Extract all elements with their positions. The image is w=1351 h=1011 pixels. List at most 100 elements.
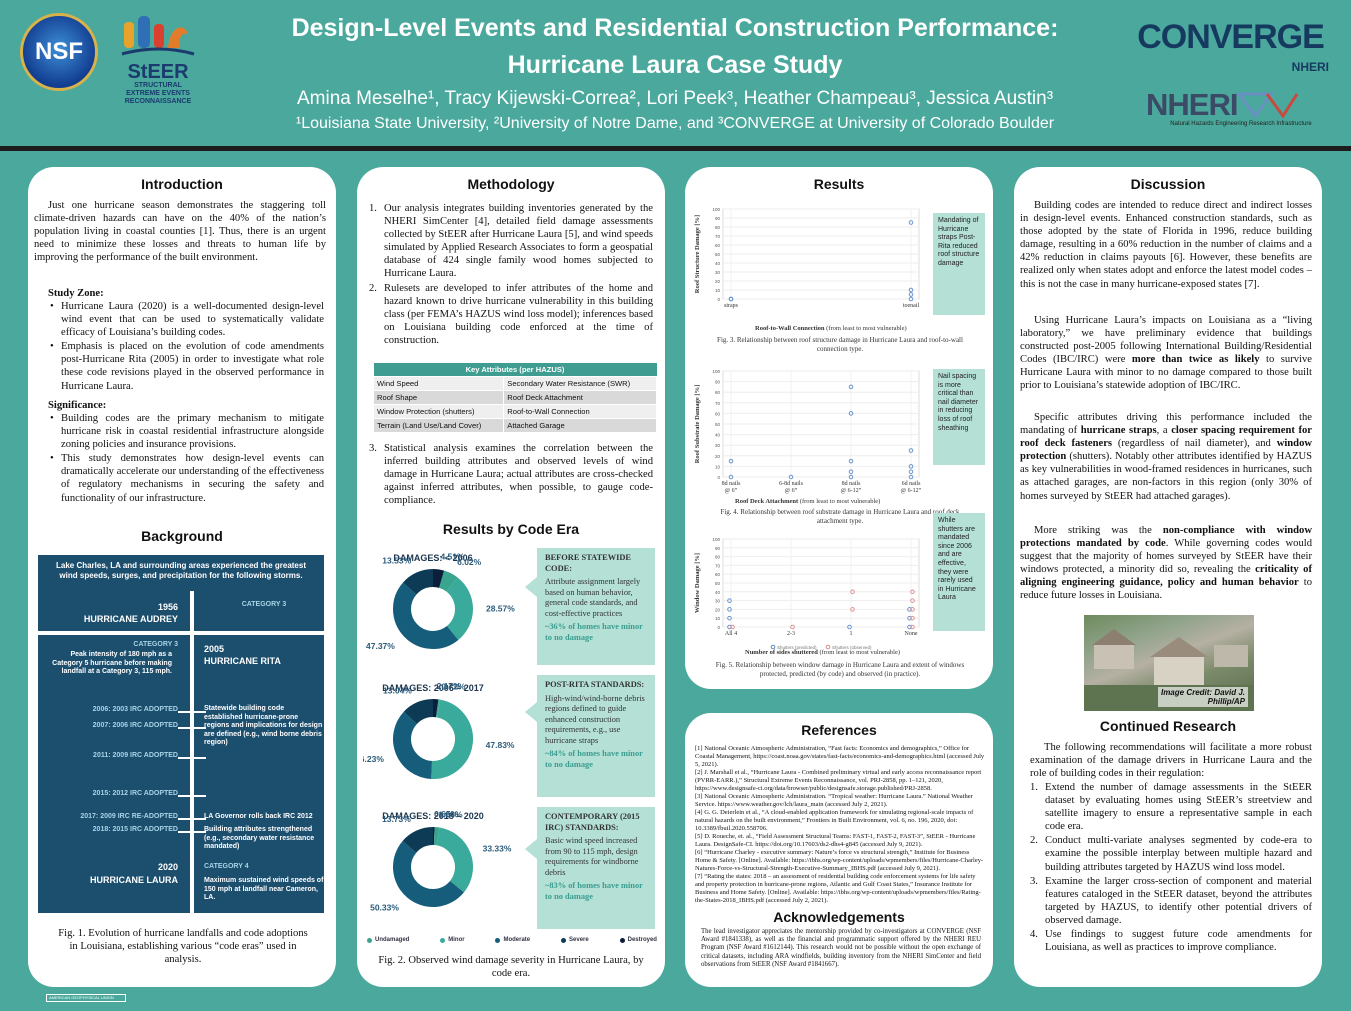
list-item-text: Extend the number of damage assessments … xyxy=(1045,782,1312,833)
donut-pct-label: 13.53% xyxy=(382,556,411,566)
donut-slice xyxy=(432,569,445,588)
irc-2012-adopted: 2015: 2012 IRC ADOPTED xyxy=(92,790,178,797)
discussion-para-4: More striking was the non-compliance wit… xyxy=(1020,524,1312,603)
nheri-word: NHERI xyxy=(1146,87,1238,122)
y-axis-label: Roof Structure Damage [%] xyxy=(694,215,701,293)
rita-name: HURRICANE RITA xyxy=(204,656,281,666)
steer-sub-2: EXTREME EVENTS xyxy=(126,90,190,97)
acknowledgements-text: The lead investigator appreciates the me… xyxy=(701,928,981,968)
steer-word: StEER xyxy=(127,61,189,83)
list-item: Building codes are the primary mechanism… xyxy=(46,412,324,451)
x-tick-label: @ 6-12” xyxy=(841,488,862,494)
timeline-line xyxy=(190,635,194,913)
data-point xyxy=(910,607,915,612)
donut-slice xyxy=(435,827,473,893)
data-point xyxy=(908,296,914,302)
donut-slice xyxy=(438,570,458,592)
data-point xyxy=(908,464,914,469)
era-box-2006-2017: POST-RITA STANDARDS: High-wind/wind-born… xyxy=(537,675,655,797)
fig3-caption: Fig. 3. Relationship between roof struct… xyxy=(717,336,963,353)
reference-item: [7] “Rating the states: 2018 – an assess… xyxy=(695,873,981,904)
text-bold: window protection xyxy=(1020,438,1313,463)
data-point xyxy=(908,287,914,293)
audrey-category: CATEGORY 3 xyxy=(241,601,287,608)
list-item: 1. Our analysis integrates building inven… xyxy=(369,203,653,280)
timeline-tick xyxy=(178,795,206,797)
donut-pct-label: 6.02% xyxy=(457,557,482,567)
study-zone-list: Hurricane Laura (2020) is a well-documen… xyxy=(46,300,324,394)
x-tick-label: 6-8d nails xyxy=(779,481,803,487)
irc-2015-adopted: 2018: 2015 IRC ADOPTED xyxy=(92,826,178,833)
donut-pct-label: 47.83% xyxy=(486,740,515,750)
y-tick-label: 20 xyxy=(715,607,721,612)
donut-pct-label: 28.57% xyxy=(486,603,515,613)
data-point xyxy=(850,607,855,612)
data-point xyxy=(728,458,734,464)
irc-2015-description: Building attributes strengthened (e.g., … xyxy=(204,826,315,850)
steer-logo: StEER STRUCTURAL EXTREME EVENTS RECONNAI… xyxy=(118,14,198,122)
legend-label: Severe xyxy=(569,937,589,943)
y-tick-label: 70 xyxy=(715,401,721,406)
fig3-xlabel: Roof-to-Wall Connection (from least to m… xyxy=(755,325,907,332)
methodology-list-top: 1. Our analysis integrates building inven… xyxy=(367,202,653,348)
methodology-list-bottom: 3. Statistical analysis examines the corr… xyxy=(367,442,653,508)
data-point xyxy=(907,615,912,621)
list-item: 1. Extend the number of damage assessment… xyxy=(1030,782,1312,833)
donut-slice xyxy=(402,827,434,854)
text-bold: criticality of aligning engineering guid… xyxy=(1020,564,1312,589)
data-point xyxy=(907,607,912,612)
era-box-body: Basic wind speed increased from 90 to 11… xyxy=(545,836,639,877)
legend-item: Severe xyxy=(561,937,589,943)
data-point xyxy=(847,624,852,630)
panel-methodology: Methodology 1. Our analysis integrates bu… xyxy=(357,167,665,987)
y-tick-label: 10 xyxy=(715,464,721,469)
fig5-xlabel-sub: (from least to most vulnerable) xyxy=(819,649,901,656)
data-point xyxy=(908,448,914,453)
list-item: 2. Rulesets are developed to infer attrib… xyxy=(369,282,653,346)
table-cell: Wind Speed xyxy=(372,375,505,391)
steer-sub-3: RECONNAISSANCE xyxy=(124,98,192,105)
y-tick-label: 100 xyxy=(712,537,720,542)
reference-item: [3] National Oceanic Atmospheric Adminis… xyxy=(695,793,973,808)
era-box-pct: ~83% of homes have minor to no damage xyxy=(545,881,643,901)
fig3-xlabel-main: Roof-to-Wall Connection xyxy=(755,325,825,332)
code-era-heading: Results by Code Era xyxy=(442,521,580,537)
y-tick-label: 40 xyxy=(715,261,721,266)
y-tick-label: 90 xyxy=(715,380,721,385)
reference-item: [1] National Oceanic Atmospheric Adminis… xyxy=(695,745,985,768)
list-item-text: Our analysis integrates building invento… xyxy=(384,203,653,280)
data-point xyxy=(908,220,914,225)
y-tick-label: 100 xyxy=(712,207,720,212)
x-tick-label: None xyxy=(905,631,918,637)
y-tick-label: 20 xyxy=(715,279,721,284)
era-box-body: Attribute assignment largely based on hu… xyxy=(545,577,641,618)
photo-credit-line: Phillip/AP xyxy=(1207,697,1245,706)
donut-pct-label: 2.17% xyxy=(437,681,462,691)
donut-title: DAMAGES: 2006 – 2017 xyxy=(382,683,484,693)
acknowledgements-heading: Acknowledgements xyxy=(773,909,905,925)
data-point xyxy=(908,469,914,474)
y-axis-label: Window Damage [%] xyxy=(694,553,701,613)
data-point xyxy=(910,624,915,630)
list-item-text: Conduct multi-variate analyses segmented… xyxy=(1045,835,1312,873)
y-tick-label: 70 xyxy=(715,234,721,239)
results-heading: Results xyxy=(813,176,865,192)
references-list: [1] National Oceanic Atmospheric Adminis… xyxy=(695,745,985,905)
footer-tag: AMERICAN GEOPHYSICAL UNION xyxy=(46,994,126,1002)
poster-title-line1: Design-Level Events and Residential Cons… xyxy=(291,14,1059,42)
governor-rollback: LA Governor rolls back IRC 2012 xyxy=(204,813,313,820)
text-bold: non-compliance with window protections m… xyxy=(1020,525,1312,550)
y-tick-label: 50 xyxy=(715,581,721,586)
y-tick-label: 80 xyxy=(715,225,721,230)
irc-2003-description: Statewide building code established hurr… xyxy=(204,705,323,746)
photo-credit-line: Image Credit: David J. xyxy=(1160,688,1245,697)
y-tick-label: 30 xyxy=(715,270,721,275)
y-tick-label: 50 xyxy=(715,252,721,257)
y-tick-label: 30 xyxy=(715,599,721,604)
y-tick-label: 40 xyxy=(715,590,721,595)
fig3-xlabel-sub: (from least to most vulnerable) xyxy=(826,325,907,332)
data-point xyxy=(848,474,854,480)
x-tick-label: @ 6-12” xyxy=(901,488,922,494)
legend-label: Shutters (predicted) xyxy=(777,645,817,650)
y-tick-label: 50 xyxy=(715,422,721,427)
